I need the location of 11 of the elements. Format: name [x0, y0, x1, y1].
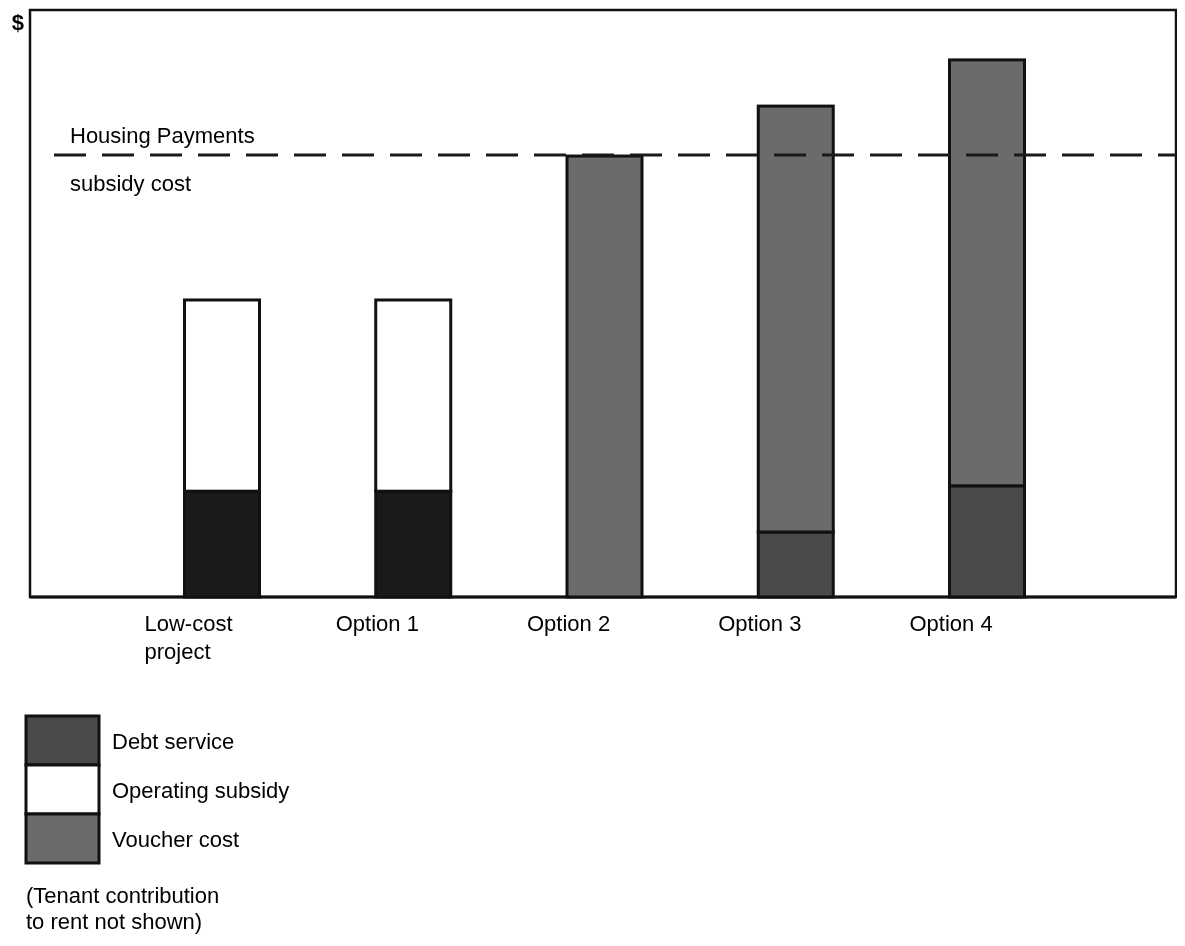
legend-label: Voucher cost [112, 826, 240, 852]
text: (Tenant contribution to rent not shown) [26, 883, 220, 935]
x-tick-label: Option 3 [718, 611, 802, 636]
y-axis-title: $ [11, 10, 24, 35]
legend-label: Operating subsidy [112, 777, 290, 803]
x-tick-label: Option 2 [527, 611, 611, 636]
x-tick-label: Option 4 [909, 611, 993, 636]
legend-label: Debt service [112, 728, 235, 754]
x-tick-label: Low-cost project [144, 611, 233, 664]
x-tick-label: Option 1 [335, 611, 419, 636]
ref-line-label: Housing Payments subsidy cost [70, 122, 255, 196]
